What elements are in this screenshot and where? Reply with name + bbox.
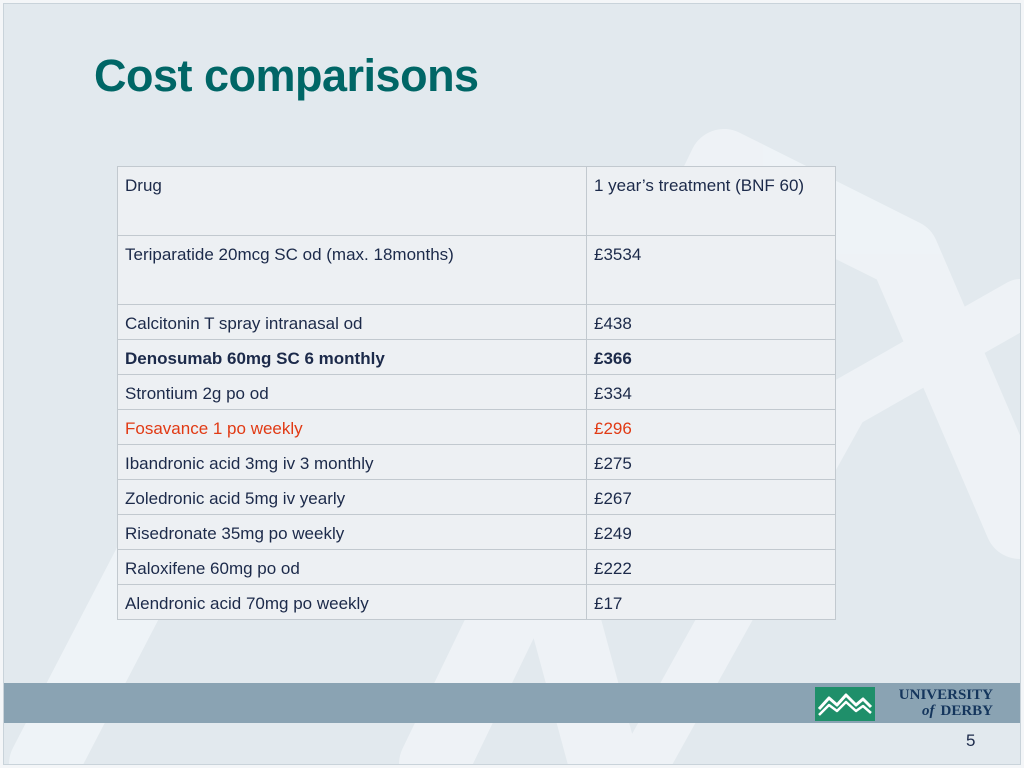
cost-cell: £267 bbox=[586, 479, 836, 515]
table-row: Ibandronic acid 3mg iv 3 monthly £275 bbox=[117, 444, 836, 480]
cost-cell: £334 bbox=[586, 374, 836, 410]
table-row: Alendronic acid 70mg po weekly £17 bbox=[117, 584, 836, 620]
table-row: Zoledronic acid 5mg iv yearly £267 bbox=[117, 479, 836, 515]
header-drug: Drug bbox=[117, 166, 587, 236]
table-row-highlighted: Denosumab 60mg SC 6 monthly £366 bbox=[117, 339, 836, 375]
drug-cell: Zoledronic acid 5mg iv yearly bbox=[117, 479, 587, 515]
university-logo: UNIVERSITY of DERBY bbox=[815, 687, 995, 723]
table-row: Risedronate 35mg po weekly £249 bbox=[117, 514, 836, 550]
cost-cell: £296 bbox=[586, 409, 836, 445]
drug-cell: Alendronic acid 70mg po weekly bbox=[117, 584, 587, 620]
table-row: Calcitonin T spray intranasal od £438 bbox=[117, 304, 836, 340]
mountains-logo-icon bbox=[815, 687, 875, 721]
drug-cell: Calcitonin T spray intranasal od bbox=[117, 304, 587, 340]
cost-cell: £366 bbox=[586, 339, 836, 375]
cost-cell: £3534 bbox=[586, 235, 836, 305]
drug-cell: Fosavance 1 po weekly bbox=[117, 409, 587, 445]
table-row: Teriparatide 20mcg SC od (max. 18months)… bbox=[117, 235, 836, 305]
drug-cell: Ibandronic acid 3mg iv 3 monthly bbox=[117, 444, 587, 480]
logo-line-university: UNIVERSITY bbox=[898, 687, 993, 703]
drug-cell: Denosumab 60mg SC 6 monthly bbox=[117, 339, 587, 375]
page-title: Cost comparisons bbox=[94, 50, 479, 101]
table-header-row: Drug 1 year’s treatment (BNF 60) bbox=[117, 166, 836, 236]
cost-cell: £275 bbox=[586, 444, 836, 480]
drug-cell: Risedronate 35mg po weekly bbox=[117, 514, 587, 550]
cost-cell: £222 bbox=[586, 549, 836, 585]
cost-cell: £438 bbox=[586, 304, 836, 340]
drug-cell: Raloxifene 60mg po od bbox=[117, 549, 587, 585]
page-number: 5 bbox=[966, 731, 976, 750]
logo-wordmark: UNIVERSITY of DERBY bbox=[881, 687, 993, 719]
slide: Cost comparisons Drug 1 year’s treatment… bbox=[3, 3, 1021, 765]
cost-cell: £17 bbox=[586, 584, 836, 620]
logo-line-derby: of DERBY bbox=[881, 703, 993, 719]
table-row-red: Fosavance 1 po weekly £296 bbox=[117, 409, 836, 445]
cost-comparison-table: Drug 1 year’s treatment (BNF 60) Teripar… bbox=[117, 166, 836, 620]
cost-cell: £249 bbox=[586, 514, 836, 550]
table-row: Strontium 2g po od £334 bbox=[117, 374, 836, 410]
drug-cell: Strontium 2g po od bbox=[117, 374, 587, 410]
logo-of: of bbox=[921, 703, 935, 719]
logo-derby: DERBY bbox=[940, 703, 993, 719]
header-cost: 1 year’s treatment (BNF 60) bbox=[586, 166, 836, 236]
table-row: Raloxifene 60mg po od £222 bbox=[117, 549, 836, 585]
drug-cell: Teriparatide 20mcg SC od (max. 18months) bbox=[117, 235, 587, 305]
